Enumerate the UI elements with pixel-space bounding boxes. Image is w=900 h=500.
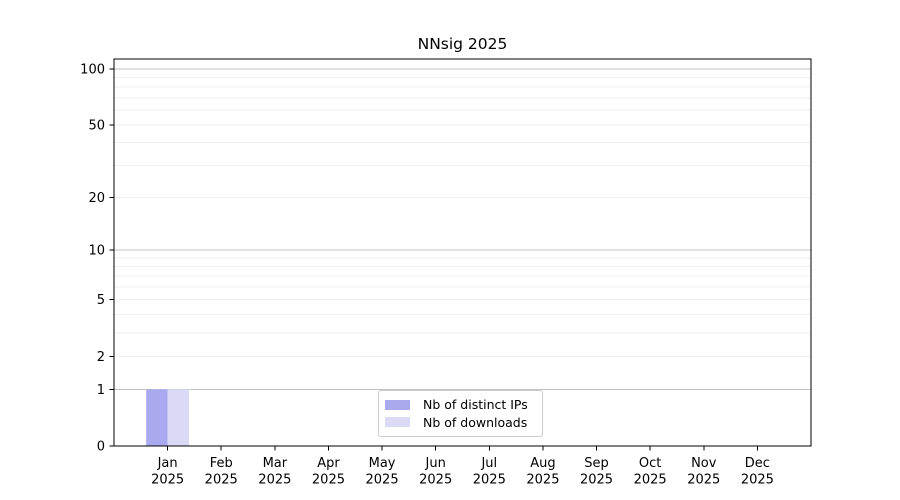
x-tick-label-month: Nov	[691, 456, 717, 471]
legend-label-downloads: Nb of downloads	[423, 414, 528, 430]
x-tick-label-month: May	[369, 456, 396, 471]
axes-spines	[113, 58, 812, 447]
x-tick-label-year: 2025	[258, 473, 291, 488]
x-tick-label-month: Mar	[263, 456, 288, 471]
y-tick-label: 2	[97, 350, 105, 365]
x-tick-label-year: 2025	[580, 473, 613, 488]
x-tick-label-year: 2025	[634, 473, 667, 488]
y-tick-label: 1	[97, 383, 105, 398]
x-tick-label-month: Jul	[480, 456, 497, 471]
y-tick-label: 10	[88, 244, 105, 259]
x-tick-label-month: Apr	[317, 456, 340, 471]
bar-downloads-jan	[167, 389, 190, 446]
legend-swatch-distinct-ips	[385, 399, 410, 410]
x-tick-label-month: Dec	[745, 456, 770, 471]
x-tick-label-month: Oct	[639, 456, 661, 471]
legend-item-downloads: Nb of downloads	[385, 414, 534, 431]
x-tick-label-year: 2025	[741, 473, 774, 488]
y-tick-label: 50	[88, 118, 105, 133]
y-tick-label: 100	[80, 63, 105, 78]
legend-swatch-downloads	[385, 417, 410, 428]
chart-title: NNsig 2025	[417, 35, 508, 53]
y-tick-label: 0	[97, 440, 105, 455]
x-tick-label-month: Sep	[584, 456, 609, 471]
y-tick-label: 5	[97, 293, 105, 308]
x-tick-label-year: 2025	[473, 473, 506, 488]
x-tick-label-year: 2025	[687, 473, 720, 488]
x-tick-label-year: 2025	[151, 473, 184, 488]
x-tick-label-month: Feb	[210, 456, 233, 471]
x-tick-label-year: 2025	[366, 473, 399, 488]
x-tick-label-year: 2025	[205, 473, 238, 488]
x-tick-label-year: 2025	[419, 473, 452, 488]
y-tick-label: 20	[88, 191, 105, 206]
bar-distinct-ips-jan	[146, 389, 168, 446]
legend-label-distinct-ips: Nb of distinct IPs	[423, 397, 528, 413]
x-tick-label-month: Jan	[157, 456, 178, 471]
legend-item-distinct-ips: Nb of distinct IPs	[385, 396, 534, 413]
x-tick-label-month: Aug	[530, 456, 555, 471]
legend: Nb of distinct IPs Nb of downloads	[378, 390, 543, 437]
x-tick-label-year: 2025	[312, 473, 345, 488]
x-tick-label-month: Jun	[425, 456, 446, 471]
x-tick-label-year: 2025	[526, 473, 559, 488]
